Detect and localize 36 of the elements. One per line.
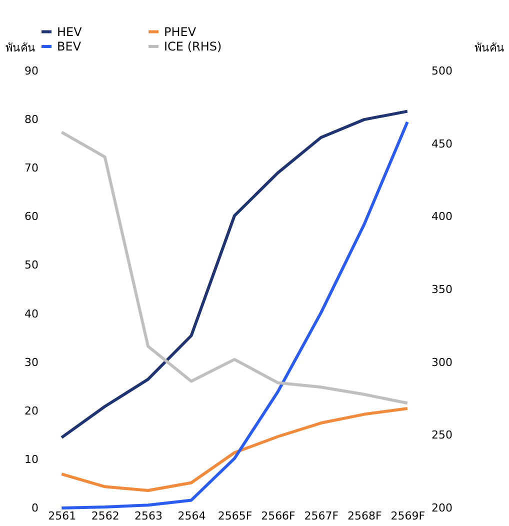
y-tick-label: 60 bbox=[24, 210, 38, 224]
x-tick-label: 2567F bbox=[304, 510, 339, 522]
line-series bbox=[60, 120, 409, 510]
x-tick-label: 2564 bbox=[178, 510, 206, 522]
y-tick-label: 10 bbox=[24, 452, 38, 466]
y2-tick-label: 250 bbox=[432, 428, 452, 442]
line-series bbox=[60, 110, 409, 440]
y-tick-label: 70 bbox=[24, 162, 38, 175]
y2-tick-label: 450 bbox=[432, 137, 452, 150]
y2-tick-label: 300 bbox=[432, 356, 452, 369]
y-tick-label: 90 bbox=[24, 64, 38, 78]
legend-label: ICE (RHS) bbox=[164, 40, 222, 54]
y2-axis-title: พันคัน bbox=[474, 42, 504, 54]
y2-tick-label: 400 bbox=[432, 210, 452, 224]
y-tick-label: 0 bbox=[32, 502, 38, 514]
legend-label: BEV bbox=[57, 40, 82, 54]
y-tick-label: 20 bbox=[24, 404, 38, 418]
line-series bbox=[60, 130, 409, 405]
x-tick-label: 2566F bbox=[261, 510, 296, 522]
x-tick-label: 2562 bbox=[91, 510, 120, 522]
x-tick-label: 2568F bbox=[348, 510, 382, 522]
y-tick-label: 50 bbox=[24, 258, 38, 272]
x-tick-label: 2565F bbox=[218, 510, 252, 522]
y-tick-label: 80 bbox=[24, 113, 38, 126]
legend-label: PHEV bbox=[164, 24, 197, 39]
y-axis-title: พันคัน bbox=[6, 42, 36, 54]
x-tick-label: 2563 bbox=[134, 510, 163, 522]
y2-tick-label: 200 bbox=[432, 502, 452, 514]
y2-tick-label: 500 bbox=[432, 64, 452, 78]
legend-label: HEV bbox=[57, 24, 83, 39]
line-series bbox=[60, 406, 409, 492]
y-tick-label: 30 bbox=[24, 356, 38, 369]
y2-tick-label: 350 bbox=[432, 283, 452, 296]
x-tick-label: 2569F bbox=[390, 510, 426, 522]
y-tick-label: 40 bbox=[24, 307, 38, 320]
x-tick-label: 2561 bbox=[48, 510, 76, 522]
